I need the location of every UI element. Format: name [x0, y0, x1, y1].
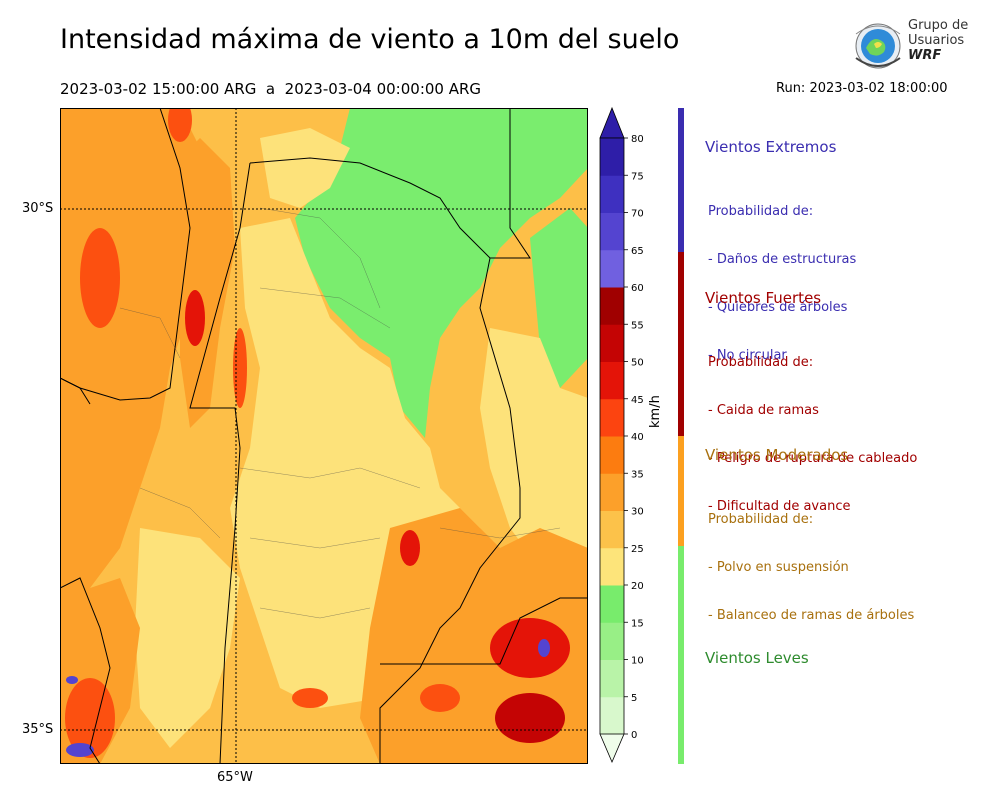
colorbar-tick-label: 35: [631, 469, 644, 480]
fuertes-line-4: - Dificultad de avance: [708, 499, 851, 514]
wind-field-yellow-ne: [260, 128, 350, 208]
colorbar-min-extension: [599, 733, 625, 764]
colorbar-segment: [600, 696, 624, 735]
wind-field-yellow-east: [480, 328, 588, 588]
colorbar-segment: [600, 547, 624, 586]
colorbar-segment: [600, 175, 624, 213]
colorbar-segment: [600, 212, 624, 251]
wind-extreme-spot-sw: [66, 743, 94, 757]
colorbar-tick-label: 40: [631, 432, 644, 443]
moderados-line-3: - Balanceo de ramas de árboles: [708, 608, 915, 623]
extremos-line-3: - Quiebres de árboles: [708, 300, 848, 315]
wind-hotspot-se-1: [490, 618, 570, 678]
colorbar-tick-label: 25: [631, 544, 644, 555]
wind-field-yellow-south: [135, 528, 240, 748]
wind-hotspot-s: [292, 688, 328, 708]
wind-hotspot-ridge-2: [233, 328, 247, 408]
fuertes-line-1: Probabilidad de:: [708, 355, 814, 370]
moderados-line-2: - Polvo en suspensión: [708, 560, 849, 575]
colorbar-segment: [600, 361, 624, 400]
colorbar-segment: [600, 324, 624, 362]
logo-line-3: WRF: [908, 48, 942, 63]
map-frame: [60, 108, 588, 764]
colorbar-tick-label: 45: [631, 395, 644, 406]
moderados-line-1: Probabilidad de:: [708, 512, 814, 527]
colorbar-segment: [600, 473, 624, 511]
colorbar-tick-label: 10: [631, 656, 644, 667]
colorbar-segment: [600, 585, 624, 623]
legend-bar-leves: [678, 546, 684, 764]
wind-extreme-spot-w: [66, 676, 78, 684]
wind-hotspot-ridge: [185, 290, 205, 346]
province-borders: [60, 108, 588, 764]
wind-field-green-ne: [295, 108, 588, 438]
grupo-usuarios-wrf-logo: [855, 23, 901, 69]
colorbar-tick-label: 55: [631, 320, 644, 331]
colorbar-tick-label: 65: [631, 246, 644, 257]
wind-speed-colorbar: 0 5 10 15 20 25 30 35 40 45 50 55 60 65 70 75 80: [599, 106, 644, 764]
colorbar-tick-label: 5: [631, 693, 637, 704]
colorbar-tick-label: 50: [631, 358, 644, 369]
run-timestamp: Run: 2023-03-02 18:00:00: [776, 81, 948, 96]
colorbar-segment: [600, 287, 624, 325]
colorbar-tick-label: 0: [631, 730, 637, 741]
legend-bar-extremos: [678, 108, 684, 252]
extremos-line-4: - No circular: [708, 348, 787, 363]
category-body-fuertes: Probabilidad de: - Caida de ramas - Peli…: [708, 323, 917, 531]
wind-hotspot-mid: [400, 530, 420, 566]
lat-label-30: 30°S: [22, 201, 54, 216]
logo-line-2: Usuarios: [908, 33, 965, 48]
colorbar-tick-label: 20: [631, 581, 644, 592]
wind-hotspot-se-2: [495, 693, 565, 743]
map-title: Intensidad máxima de viento a 10m del su…: [60, 24, 680, 55]
colorbar-segment: [600, 659, 624, 698]
colorbar-segment: [600, 622, 624, 660]
fuertes-line-2: - Caida de ramas: [708, 403, 819, 418]
logo-line-1: Grupo de: [908, 18, 969, 33]
category-body-extremos: Probabilidad de: - Daños de estructuras …: [708, 172, 856, 380]
category-title-moderados: Vientos Moderados: [705, 446, 849, 464]
colorbar-max-extension: [599, 106, 625, 139]
colorbar-tick-label: 70: [631, 209, 644, 220]
wind-intensity-map: [60, 108, 588, 764]
wind-hotspot-nw: [80, 228, 120, 328]
department-borders: [119, 207, 561, 619]
wind-extreme-spot-se: [538, 639, 550, 657]
legend-bar-moderados: [678, 436, 684, 546]
colorbar-segment: [600, 398, 624, 437]
colorbar-unit-label: km/h: [648, 395, 663, 428]
legend-bar-fuertes: [678, 252, 684, 436]
wind-hotspot-se-3: [420, 684, 460, 712]
wind-field-orange-ridge: [170, 138, 235, 428]
category-title-extremos: Vientos Extremos: [705, 138, 837, 156]
colorbar-segment: [600, 510, 624, 549]
extremos-line-1: Probabilidad de:: [708, 204, 814, 219]
colorbar-tick-label: 60: [631, 283, 644, 294]
extremos-line-2: - Daños de estructuras: [708, 252, 857, 267]
colorbar-segment: [600, 436, 624, 474]
colorbar-tick-label: 80: [631, 134, 644, 145]
colorbar-tick-label: 15: [631, 618, 644, 629]
time-range-subtitle: 2023-03-02 15:00:00 ARG a 2023-03-04 00:…: [60, 80, 482, 98]
lon-label-65: 65°W: [217, 770, 253, 785]
logo-text: Grupo de Usuarios WRF: [908, 18, 968, 63]
colorbar-tick-label: 75: [631, 171, 644, 182]
category-title-leves: Vientos Leves: [705, 649, 809, 667]
fuertes-line-3: - Peligro de ruptura de cableado: [708, 451, 918, 466]
category-body-moderados: Probabilidad de: - Polvo en suspensión -…: [708, 480, 914, 640]
category-title-fuertes: Vientos Fuertes: [705, 289, 822, 307]
colorbar-segment: [600, 249, 624, 288]
wind-field-green-east: [530, 208, 588, 388]
lat-label-35: 35°S: [22, 722, 54, 737]
colorbar-segment: [600, 138, 624, 176]
wind-hotspot-north: [168, 108, 192, 142]
colorbar-tick-label: 30: [631, 507, 644, 518]
